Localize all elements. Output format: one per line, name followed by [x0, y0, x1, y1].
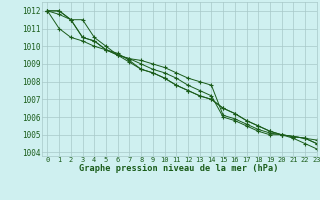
- X-axis label: Graphe pression niveau de la mer (hPa): Graphe pression niveau de la mer (hPa): [79, 164, 279, 173]
